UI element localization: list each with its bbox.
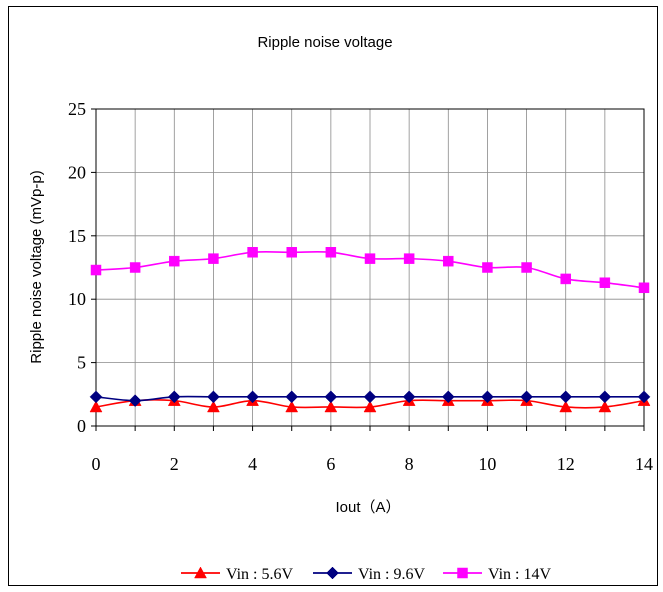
x-tick-label: 14 xyxy=(635,454,653,474)
data-point-square xyxy=(403,253,415,264)
legend-item: Vin : 5.6V xyxy=(181,566,293,583)
data-point-triangle xyxy=(363,400,377,413)
y-tick-label: 25 xyxy=(68,99,86,119)
x-tick-label: 10 xyxy=(478,454,496,474)
data-point-diamond xyxy=(598,390,612,404)
legend-item: Vin : 9.6V xyxy=(313,566,425,583)
data-point-diamond xyxy=(520,390,533,404)
legend-item: Vin : 14V xyxy=(443,566,551,583)
data-point-diamond xyxy=(207,390,220,404)
data-point-triangle xyxy=(89,400,103,413)
x-tick-label: 12 xyxy=(557,454,575,474)
data-point-diamond xyxy=(128,394,142,407)
data-point-diamond xyxy=(285,390,299,404)
data-point-triangle xyxy=(559,400,573,413)
data-point-triangle xyxy=(324,400,338,413)
data-point-diamond xyxy=(167,390,181,404)
data-point-triangle xyxy=(598,400,612,413)
y-axis-ticks: 0 5 10 15 20 25 xyxy=(68,99,96,436)
data-point-square xyxy=(560,273,571,285)
data-point-square xyxy=(286,247,297,258)
y-tick-label: 5 xyxy=(77,353,86,373)
y-tick-label: 15 xyxy=(68,226,86,246)
data-point-triangle xyxy=(207,400,220,413)
data-point-diamond xyxy=(637,390,651,404)
data-point-diamond xyxy=(481,390,494,404)
grid-layer xyxy=(95,108,645,427)
legend-label: Vin : 9.6V xyxy=(358,566,425,583)
data-point-diamond xyxy=(89,390,103,404)
data-point-diamond xyxy=(363,390,377,404)
data-point-square xyxy=(443,255,454,267)
data-point-square xyxy=(638,282,650,294)
data-point-diamond xyxy=(324,390,338,404)
data-point-square xyxy=(364,253,376,264)
legend-marker xyxy=(457,567,468,579)
data-point-square xyxy=(482,262,493,273)
data-point-diamond xyxy=(246,390,259,404)
data-point-diamond xyxy=(402,390,416,404)
x-tick-label: 8 xyxy=(405,454,414,474)
legend-label: Vin : 14V xyxy=(488,566,551,583)
data-point-square xyxy=(521,262,532,273)
x-axis-label: Iout（A） xyxy=(335,499,400,516)
y-tick-label: 10 xyxy=(68,289,86,309)
x-axis-ticks: 0 2 4 6 8 10 12 14 xyxy=(92,426,653,474)
legend-label: Vin : 5.6V xyxy=(226,566,293,583)
y-tick-label: 0 xyxy=(77,416,86,436)
data-point-square xyxy=(599,277,611,288)
y-axis-label: Ripple noise voltage (mVp-p) xyxy=(28,170,45,363)
legend-marker xyxy=(194,566,207,579)
series-3 xyxy=(90,247,650,294)
legend-marker xyxy=(326,566,339,580)
y-tick-label: 20 xyxy=(68,162,86,182)
x-tick-label: 2 xyxy=(170,454,179,474)
chart-title: Ripple noise voltage xyxy=(257,34,392,51)
legend: Vin : 5.6V Vin : 9.6V Vin : 14V xyxy=(181,566,551,583)
data-point-square xyxy=(90,264,102,276)
x-tick-label: 4 xyxy=(248,454,257,474)
data-point-square xyxy=(169,255,180,267)
x-tick-label: 0 xyxy=(92,454,101,474)
chart-frame xyxy=(8,6,658,586)
x-tick-label: 6 xyxy=(326,454,335,474)
data-point-square xyxy=(325,247,337,258)
data-point-diamond xyxy=(441,390,455,404)
series-layer xyxy=(89,247,651,413)
data-point-triangle xyxy=(285,400,299,413)
data-point-square xyxy=(129,262,141,273)
series-2 xyxy=(89,390,651,407)
data-point-square xyxy=(247,247,258,258)
data-point-diamond xyxy=(559,390,573,404)
data-point-square xyxy=(208,253,219,264)
